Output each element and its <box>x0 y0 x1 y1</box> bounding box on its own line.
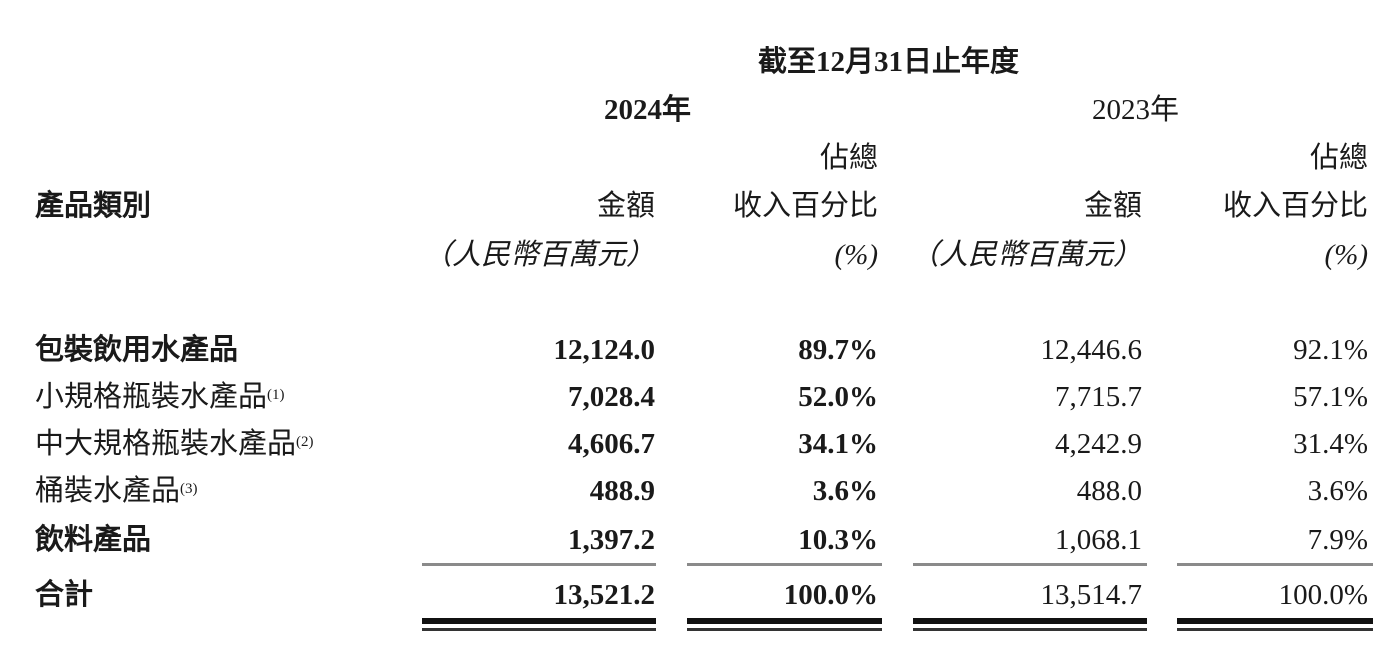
pct-2024: 34.1% <box>798 428 878 460</box>
pct-2023: 92.1% <box>1293 334 1368 366</box>
category-header: 產品類別 <box>35 190 152 222</box>
amount-header-2024: 金額 <box>596 190 655 222</box>
pct-unit-2023: (%) <box>1324 239 1368 271</box>
total-double-rule <box>913 628 1147 631</box>
total-double-rule <box>687 618 882 624</box>
amount-2024: 1,397.2 <box>568 524 655 556</box>
total-double-rule <box>422 618 656 624</box>
pct-2024: 10.3% <box>798 524 878 556</box>
amount-unit-2024: （人民幣百萬元） <box>422 239 655 271</box>
subtotal-rule <box>422 563 656 566</box>
footnote-marker: (1) <box>267 387 285 403</box>
row-label: 桶裝水產品(3) <box>35 474 198 508</box>
amount-2023: 12,446.6 <box>1040 334 1143 366</box>
amount-2024: 4,606.7 <box>568 428 655 460</box>
pct-2024: 52.0% <box>798 381 878 413</box>
pct-header-2023-line1: 佔總 <box>1309 142 1368 174</box>
total-double-rule <box>687 628 882 631</box>
year-2023-header: 2023年 <box>1092 94 1180 126</box>
category-name: 中大規格瓶裝水產品 <box>35 428 297 460</box>
amount-2023: 4,242.9 <box>1055 428 1142 460</box>
total-double-rule <box>913 618 1147 624</box>
amount-unit-2023: （人民幣百萬元） <box>909 239 1142 271</box>
footnote-marker: (3) <box>180 481 198 497</box>
pct-header-2024-line2: 收入百分比 <box>732 190 878 222</box>
category-name: 飲料產品 <box>35 524 152 556</box>
pct-header-2023-line2: 收入百分比 <box>1222 190 1368 222</box>
total-2024-pct: 100.0% <box>783 579 878 611</box>
total-double-rule <box>422 628 656 631</box>
subtotal-rule <box>687 563 882 566</box>
amount-2023: 7,715.7 <box>1055 381 1142 413</box>
pct-2023: 7.9% <box>1307 524 1368 556</box>
period-header: 截至12月31日止年度 <box>758 46 1020 78</box>
category-name: 小規格瓶裝水產品 <box>35 381 268 413</box>
pct-2024: 89.7% <box>798 334 878 366</box>
total-2023-amount: 13,514.7 <box>1040 579 1143 611</box>
year-2024-header: 2024年 <box>604 94 692 126</box>
category-name: 桶裝水產品 <box>35 475 181 507</box>
pct-2023: 31.4% <box>1293 428 1368 460</box>
amount-2024: 488.9 <box>589 475 655 507</box>
amount-header-2023: 金額 <box>1083 190 1142 222</box>
pct-2024: 3.6% <box>812 475 878 507</box>
row-label: 小規格瓶裝水產品(1) <box>35 380 285 414</box>
amount-2023: 1,068.1 <box>1055 524 1142 556</box>
row-label: 飲料產品 <box>35 523 151 557</box>
total-2023-pct: 100.0% <box>1278 579 1368 611</box>
total-double-rule <box>1177 618 1373 624</box>
total-2024-amount: 13,521.2 <box>553 579 656 611</box>
row-label: 中大規格瓶裝水產品(2) <box>35 427 314 461</box>
category-name: 包裝飲用水產品 <box>35 334 239 366</box>
pct-header-2024-line1: 佔總 <box>819 142 878 174</box>
total-label: 合計 <box>35 579 94 611</box>
amount-2024: 12,124.0 <box>553 334 656 366</box>
row-label: 包裝飲用水產品 <box>35 333 238 367</box>
footnote-marker: (2) <box>296 434 314 450</box>
total-double-rule <box>1177 628 1373 631</box>
pct-2023: 3.6% <box>1307 475 1368 507</box>
subtotal-rule <box>913 563 1147 566</box>
pct-unit-2024: (%) <box>834 239 878 271</box>
pct-2023: 57.1% <box>1293 381 1368 413</box>
amount-2023: 488.0 <box>1076 475 1142 507</box>
subtotal-rule <box>1177 563 1373 566</box>
amount-2024: 7,028.4 <box>568 381 655 413</box>
